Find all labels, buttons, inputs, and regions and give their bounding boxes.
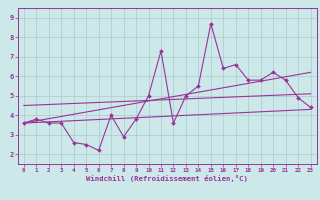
X-axis label: Windchill (Refroidissement éolien,°C): Windchill (Refroidissement éolien,°C)	[86, 175, 248, 182]
